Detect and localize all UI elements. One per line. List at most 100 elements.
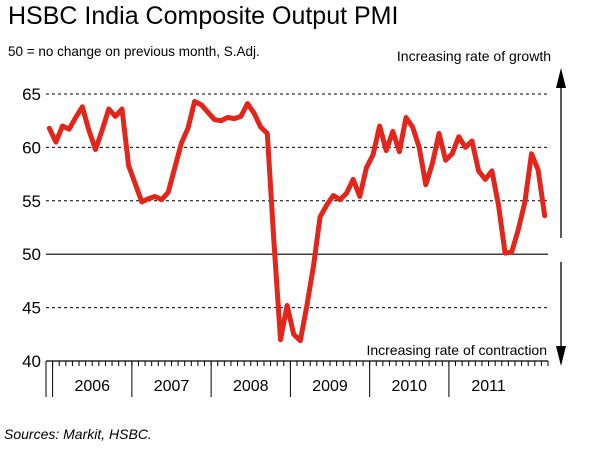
- data-point: [405, 116, 407, 119]
- data-point: [174, 166, 176, 169]
- data-point: [61, 125, 64, 127]
- data-point: [352, 178, 354, 181]
- chart-subtitle: 50 = no change on previous month, S.Adj.: [8, 44, 260, 59]
- data-point: [127, 164, 130, 167]
- data-point: [207, 111, 209, 113]
- data-point: [233, 117, 236, 120]
- growth-annotation: Increasing rate of growth: [397, 48, 551, 64]
- chart-title: HSBC India Composite Output PMI: [8, 2, 399, 30]
- pmi-series-line: [46, 99, 548, 344]
- data-point: [438, 132, 440, 135]
- data-point: [259, 126, 262, 128]
- data-point: [147, 197, 150, 200]
- contraction-annotation: Increasing rate of contraction: [366, 342, 547, 358]
- data-point: [491, 170, 493, 172]
- data-point: [180, 142, 183, 144]
- data-point: [55, 141, 57, 143]
- data-point: [140, 201, 143, 203]
- data-point: [107, 108, 110, 110]
- data-point: [537, 169, 539, 171]
- data-point: [504, 252, 506, 254]
- axes: 40 45 50 55 60 65 2006 2007 2008 2009 2010 2011: [22, 85, 549, 397]
- data-point: [431, 162, 434, 165]
- source-note: Sources: Markit, HSBC.: [4, 426, 152, 442]
- data-point: [325, 204, 328, 206]
- y-tick-label: 45: [22, 299, 41, 318]
- contraction-arrow-head: [556, 346, 566, 366]
- data-point: [213, 118, 216, 121]
- data-point: [425, 183, 427, 186]
- data-point: [339, 198, 341, 201]
- data-point: [391, 130, 394, 133]
- data-point: [358, 195, 361, 198]
- data-point: [299, 339, 302, 342]
- data-point: [81, 106, 84, 108]
- data-point: [154, 195, 156, 198]
- data-point: [246, 102, 249, 105]
- data-point: [477, 170, 480, 172]
- growth-arrow-head: [556, 68, 566, 88]
- y-tick-label: 65: [22, 85, 41, 104]
- data-point: [200, 103, 203, 106]
- data-point: [279, 338, 282, 341]
- data-point: [187, 127, 189, 129]
- data-point: [253, 112, 255, 115]
- data-point: [458, 135, 460, 138]
- data-point: [484, 178, 487, 181]
- data-point: [160, 198, 163, 201]
- data-point: [332, 194, 335, 197]
- data-point: [114, 115, 117, 118]
- data-point: [226, 116, 229, 119]
- data-point: [524, 201, 526, 203]
- x-year-label: 2011: [471, 378, 506, 395]
- data-point: [418, 146, 420, 149]
- data-point: [88, 129, 90, 132]
- gridlines: [46, 93, 548, 309]
- data-point: [292, 333, 295, 336]
- data-point: [167, 191, 169, 194]
- data-point: [319, 216, 321, 218]
- data-point: [444, 159, 447, 162]
- data-point: [286, 304, 288, 307]
- data-point: [451, 153, 454, 155]
- data-point: [378, 125, 381, 127]
- x-year-label: 2006: [74, 378, 110, 395]
- data-point: [517, 228, 520, 231]
- data-point: [273, 240, 275, 243]
- data-point: [510, 251, 513, 253]
- data-point: [266, 132, 269, 135]
- data-point: [48, 127, 51, 129]
- data-point: [345, 192, 348, 195]
- data-point: [306, 304, 308, 307]
- data-point: [385, 149, 387, 152]
- x-year-label: 2010: [391, 378, 427, 395]
- y-tick-label: 60: [22, 138, 41, 157]
- data-point: [365, 166, 368, 169]
- data-point: [411, 126, 414, 128]
- direction-arrows: [556, 68, 566, 366]
- data-point: [240, 115, 242, 118]
- data-point: [471, 140, 473, 142]
- y-tick-label: 40: [22, 352, 41, 371]
- x-year-label: 2009: [312, 378, 348, 395]
- data-point: [530, 153, 533, 155]
- data-point: [312, 265, 315, 267]
- data-point: [543, 214, 546, 217]
- series-layer: [46, 99, 548, 344]
- data-point: [121, 108, 123, 110]
- data-point: [464, 146, 467, 149]
- data-point: [101, 129, 103, 132]
- x-year-label: 2007: [154, 378, 190, 395]
- data-point: [398, 150, 401, 153]
- x-year-label: 2008: [233, 378, 269, 395]
- data-point: [497, 204, 500, 206]
- data-point: [372, 154, 374, 156]
- y-tick-label: 50: [22, 245, 41, 264]
- data-point: [74, 116, 77, 119]
- data-point: [68, 128, 70, 131]
- data-point: [220, 119, 222, 122]
- data-point: [134, 182, 136, 185]
- y-tick-label: 55: [22, 192, 41, 211]
- data-point: [193, 100, 196, 103]
